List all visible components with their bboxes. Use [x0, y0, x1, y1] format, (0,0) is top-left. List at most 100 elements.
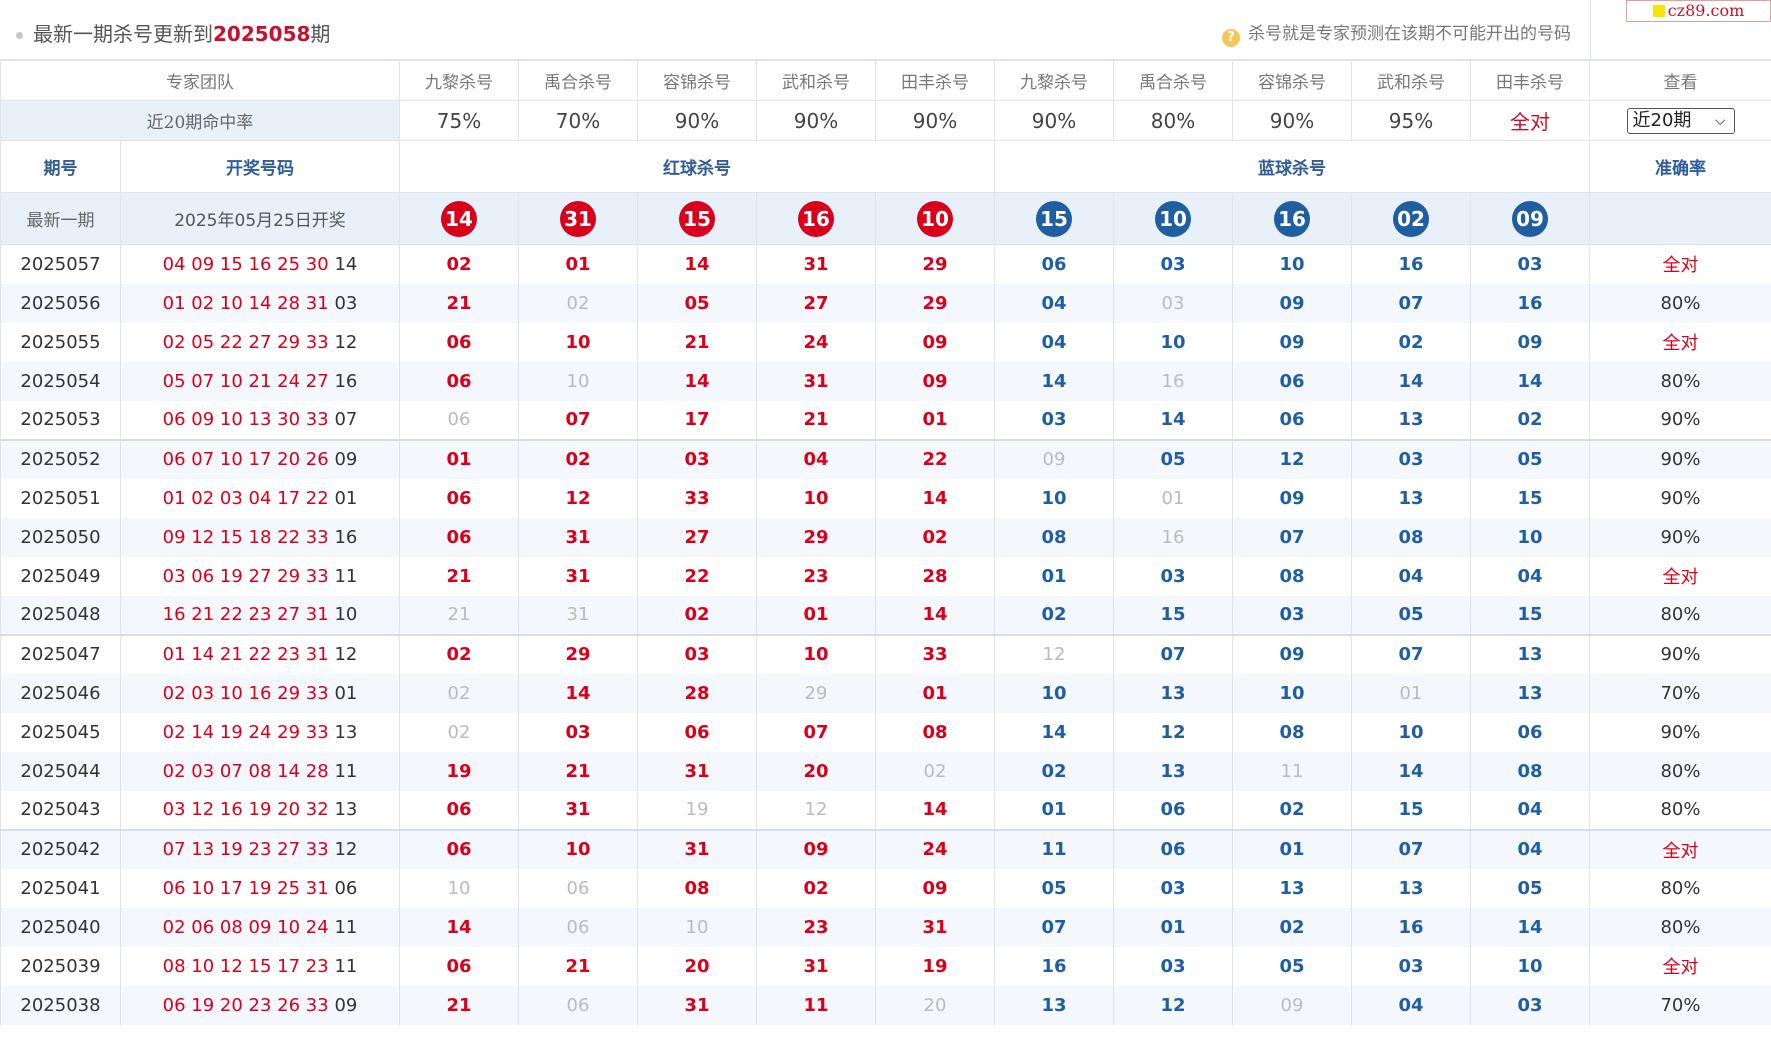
blue-kill-cell: 14 [994, 712, 1114, 752]
blue-kill-cell: 03 [1232, 595, 1352, 635]
row-issue: 2025041 [0, 868, 121, 908]
red-kill-cell: 06 [399, 361, 519, 401]
red-kill-cell: 21 [399, 283, 519, 323]
help-icon[interactable]: ? [1222, 29, 1240, 47]
red-kill-cell: 01 [875, 673, 995, 713]
red-kill-cell: 21 [756, 400, 876, 440]
blue-kill-cell: 04 [1470, 828, 1590, 869]
red-kill-cell: 19 [875, 946, 995, 986]
row-draw-numbers: 06 10 17 19 25 31 06 [120, 868, 400, 908]
hit-rate-value: 80% [1113, 100, 1233, 141]
red-kill-cell: 21 [518, 751, 638, 791]
row-issue: 2025051 [0, 478, 121, 518]
red-kill-cell: 29 [875, 244, 995, 284]
row-accuracy: 80% [1589, 361, 1771, 401]
row-issue: 2025043 [0, 790, 121, 830]
row-draw-numbers: 04 09 15 16 25 30 14 [120, 244, 400, 284]
blue-kill-cell: 13 [1232, 868, 1352, 908]
expert-col: 武和杀号 [756, 60, 876, 101]
red-kill-cell: 06 [399, 478, 519, 518]
blue-kill-cell: 06 [1232, 361, 1352, 401]
draw-red-numbers: 08 10 12 15 17 23 [162, 955, 329, 977]
red-kill-cell: 10 [756, 633, 876, 674]
blue-kill-cell: 05 [994, 868, 1114, 908]
row-draw-numbers: 03 06 19 27 29 33 11 [120, 556, 400, 596]
red-kill-cell: 29 [518, 633, 638, 674]
table-row: 2025042 07 13 19 23 27 33 12 06 10 31 09 24 11 0… [0, 828, 1771, 869]
red-kill-cell: 06 [518, 907, 638, 947]
blue-kill-cell: 13 [1351, 868, 1471, 908]
draw-red-numbers: 05 07 10 21 24 27 [162, 370, 329, 392]
blue-kill-cell: 08 [1232, 556, 1352, 596]
red-kill-cell: 06 [399, 517, 519, 557]
draw-red-numbers: 02 03 07 08 14 28 [162, 760, 329, 782]
table-row: 2025043 03 12 16 19 20 32 13 06 31 19 12 14 01 0… [0, 790, 1771, 830]
draw-red-numbers: 16 21 22 23 27 31 [162, 604, 329, 625]
draw-red-numbers: 01 02 03 04 17 22 [162, 487, 329, 509]
red-kill-cell: 12 [756, 790, 876, 830]
red-kill-cell: 27 [637, 517, 757, 557]
blue-kill-cell: 13 [1113, 751, 1233, 791]
row-accuracy: 80% [1589, 790, 1771, 830]
row-accuracy: 90% [1589, 633, 1771, 674]
draw-blue-number: 13 [334, 799, 358, 820]
row-draw-numbers: 02 05 22 27 29 33 12 [120, 322, 400, 362]
draw-blue-number: 12 [334, 331, 358, 353]
blue-kill-cell: 14 [1470, 907, 1590, 947]
blue-kill-cell: 15 [1113, 595, 1233, 635]
blue-kill-cell: 07 [1351, 828, 1471, 869]
blue-kill-cell: 10 [1113, 322, 1233, 362]
row-draw-numbers: 06 09 10 13 30 33 07 [120, 400, 400, 440]
table-row: 2025053 06 09 10 13 30 33 07 06 07 17 21 01 03 1… [0, 400, 1771, 440]
red-kill-cell: 29 [756, 517, 876, 557]
draw-blue-number: 03 [334, 292, 358, 314]
row-draw-numbers: 02 03 10 16 29 33 01 [120, 673, 400, 713]
blue-kill-cell: 03 [1470, 985, 1590, 1025]
draw-red-numbers: 03 06 19 27 29 33 [162, 565, 329, 587]
red-kill-cell: 02 [637, 595, 757, 635]
draw-blue-number: 13 [334, 721, 358, 743]
red-kill-cell: 02 [399, 633, 519, 674]
red-kill-cell: 10 [518, 361, 638, 401]
row-issue: 2025039 [0, 946, 121, 986]
row-draw-numbers: 06 19 20 23 26 33 09 [120, 985, 400, 1025]
blue-kill-ball: 16 [1274, 200, 1310, 237]
blue-kill-cell: 13 [994, 985, 1114, 1025]
draw-red-numbers: 01 02 10 14 28 31 [162, 292, 329, 314]
period-select[interactable]: 近20期 ⌵ [1626, 108, 1735, 134]
draw-red-numbers: 01 14 21 22 23 31 [162, 644, 329, 665]
red-kill-cell: 20 [875, 985, 995, 1025]
red-kill-cell: 22 [875, 438, 995, 479]
table-row: 2025052 06 07 10 17 20 26 09 01 02 03 04 22 09 0… [0, 438, 1771, 479]
blue-kill-cell: 05 [1470, 438, 1590, 479]
red-kill-cell: 05 [637, 283, 757, 323]
red-kill-cell: 27 [756, 283, 876, 323]
table-row: 2025056 01 02 10 14 28 31 03 21 02 05 27 29 04 0… [0, 283, 1771, 323]
col-issue-header: 期号 [0, 140, 121, 193]
blue-kill-cell: 06 [994, 244, 1114, 284]
blue-kill-cell: 08 [1470, 751, 1590, 791]
red-kill-cell: 31 [875, 907, 995, 947]
red-kill-cell: 03 [637, 633, 757, 674]
blue-kill-cell: 15 [1470, 595, 1590, 635]
table-row: 2025039 08 10 12 15 17 23 11 06 21 20 31 19 16 0… [0, 946, 1771, 986]
blue-kill-cell: 15 [1351, 790, 1471, 830]
row-accuracy: 90% [1589, 478, 1771, 518]
blue-kill-cell: 08 [994, 517, 1114, 557]
red-kill-cell: 31 [637, 828, 757, 869]
draw-red-numbers: 02 06 08 09 10 24 [162, 916, 329, 938]
blue-kill-cell: 05 [1351, 595, 1471, 635]
title-suffix: 期 [310, 22, 331, 46]
draw-blue-number: 14 [334, 253, 358, 275]
expert-col: 禹合杀号 [1113, 60, 1233, 101]
red-kill-ball: 16 [798, 200, 834, 237]
col-accuracy-header: 准确率 [1589, 140, 1771, 193]
expert-col: 田丰杀号 [875, 60, 995, 101]
row-draw-numbers: 03 12 16 19 20 32 13 [120, 790, 400, 830]
row-issue: 2025055 [0, 322, 121, 362]
hit-rate-value: 90% [756, 100, 876, 141]
row-draw-numbers: 08 10 12 15 17 23 11 [120, 946, 400, 986]
row-accuracy: 80% [1589, 283, 1771, 323]
bullet-dot-icon [16, 32, 23, 39]
blue-kill-cell: 07 [994, 907, 1114, 947]
